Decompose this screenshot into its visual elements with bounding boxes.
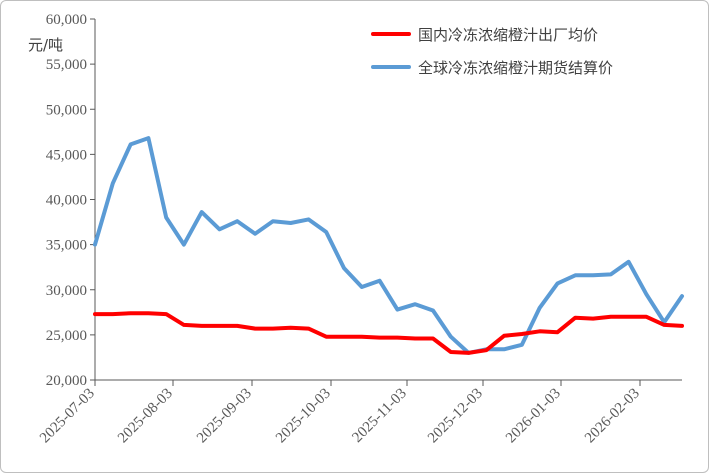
- legend: 国内冷冻浓缩橙汁出厂均价 全球冷冻浓缩橙汁期货结算价: [371, 26, 613, 77]
- y-axis-unit-label: 元/吨: [28, 36, 63, 54]
- series-line-global-futures: [93, 136, 684, 355]
- y-tick-label: 45,000: [46, 147, 87, 163]
- y-tick-label: 20,000: [46, 373, 87, 389]
- x-tick-label: 2026-02-03: [582, 386, 643, 447]
- y-tick-label: 30,000: [46, 283, 87, 299]
- legend-label-global: 全球冷冻浓缩橙汁期货结算价: [418, 59, 613, 77]
- x-tick-label: 2025-10-03: [273, 386, 334, 447]
- y-tick-label: 35,000: [46, 238, 87, 254]
- y-axis: 20,000 25,000 30,000 35,000 40,000 45,000 50,0…: [46, 12, 96, 389]
- x-tick-label: 2026-01-03: [503, 386, 564, 447]
- x-tick-label: 2025-12-03: [425, 386, 486, 447]
- x-tick-label: 2025-09-03: [194, 386, 255, 447]
- x-tick-label: 2025-11-03: [349, 386, 409, 446]
- x-axis: 2025-07-03 2025-08-03 2025-09-03 2025-10-03…: [37, 379, 682, 447]
- y-tick-label: 55,000: [46, 57, 87, 73]
- x-tick-label: 2025-07-03: [37, 386, 98, 447]
- legend-label-domestic: 国内冷冻浓缩橙汁出厂均价: [418, 26, 598, 44]
- y-tick-label: 40,000: [46, 193, 87, 209]
- y-tick-label: 25,000: [46, 328, 87, 344]
- series-line-domestic-price: [93, 311, 684, 355]
- series-lines: [93, 136, 684, 355]
- y-tick-label: 50,000: [46, 102, 87, 118]
- y-tick-label: 60,000: [46, 12, 87, 28]
- x-tick-label: 2025-08-03: [115, 386, 176, 447]
